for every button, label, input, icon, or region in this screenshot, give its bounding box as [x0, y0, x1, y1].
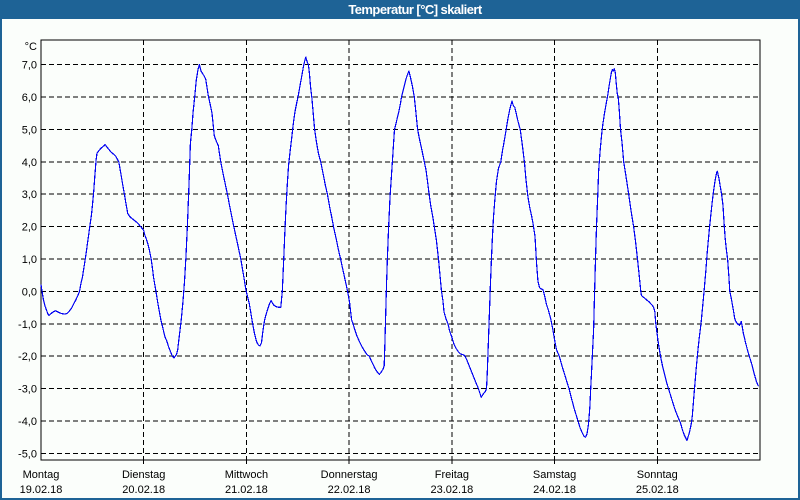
svg-text:7,0: 7,0 — [22, 60, 37, 72]
svg-text:19.02.18: 19.02.18 — [20, 484, 63, 496]
svg-text:Samstag: Samstag — [533, 469, 576, 481]
svg-text:20.02.18: 20.02.18 — [122, 484, 165, 496]
svg-text:24.02.18: 24.02.18 — [533, 484, 576, 496]
svg-text:23.02.18: 23.02.18 — [430, 484, 473, 496]
svg-text:21.02.18: 21.02.18 — [225, 484, 268, 496]
svg-text:1,0: 1,0 — [22, 254, 37, 266]
svg-text:Donnerstag: Donnerstag — [321, 469, 378, 481]
svg-text:25.02.18: 25.02.18 — [636, 484, 679, 496]
svg-text:Mittwoch: Mittwoch — [225, 469, 268, 481]
svg-text:0,0: 0,0 — [22, 286, 37, 298]
svg-text:-4,0: -4,0 — [18, 416, 37, 428]
svg-text:5,0: 5,0 — [22, 124, 37, 136]
svg-text:22.02.18: 22.02.18 — [328, 484, 371, 496]
svg-text:-5,0: -5,0 — [18, 448, 37, 460]
svg-text:Sonntag: Sonntag — [637, 469, 678, 481]
svg-text:Montag: Montag — [23, 469, 60, 481]
svg-text:°C: °C — [25, 41, 37, 53]
svg-text:Temperatur [°C] skaliert: Temperatur [°C] skaliert — [348, 2, 483, 17]
svg-text:Freitag: Freitag — [435, 469, 469, 481]
svg-text:6,0: 6,0 — [22, 92, 37, 104]
svg-text:3,0: 3,0 — [22, 189, 37, 201]
svg-text:-1,0: -1,0 — [18, 319, 37, 331]
svg-text:Dienstag: Dienstag — [122, 469, 165, 481]
svg-text:2,0: 2,0 — [22, 222, 37, 234]
svg-text:-3,0: -3,0 — [18, 384, 37, 396]
svg-text:-2,0: -2,0 — [18, 351, 37, 363]
svg-text:4,0: 4,0 — [22, 157, 37, 169]
